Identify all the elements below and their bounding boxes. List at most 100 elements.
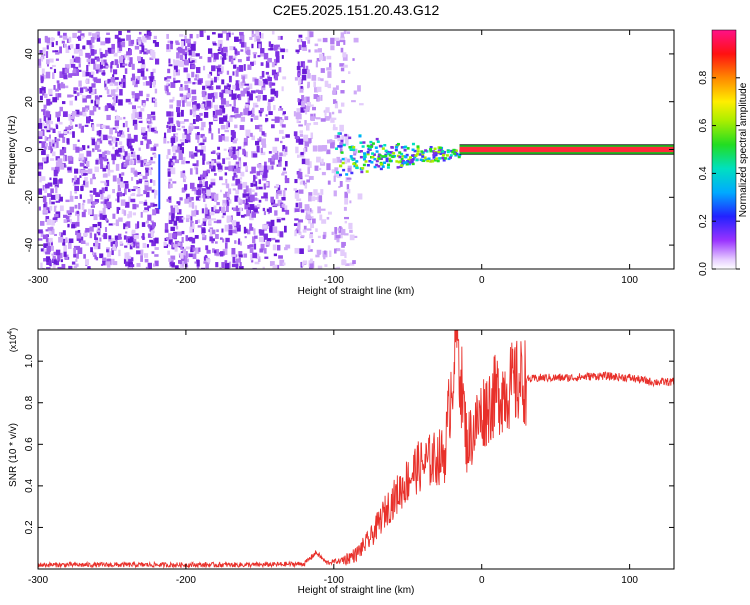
noise-cell [271,69,277,76]
noise-cell [191,237,196,244]
noise-cell [172,59,175,63]
noise-cell [87,208,93,215]
noise-cell [167,121,171,125]
noise-cell [137,37,142,43]
noise-cell [330,37,335,45]
noise-cell [183,184,188,190]
noise-cell [58,196,63,202]
noise-cell [214,241,218,244]
noise-cell [228,199,232,204]
noise-cell [239,125,245,130]
noise-cell [146,93,150,98]
noise-cell [112,240,117,246]
noise-cell [166,76,172,79]
noise-cell [254,197,258,201]
noise-cell [151,222,156,228]
noise-cell [132,79,136,86]
noise-cell [189,109,193,116]
noise-cell [94,255,97,260]
noise-cell [82,45,86,50]
noise-cell [279,105,282,109]
noise-cell [131,151,134,155]
transition-cell [446,150,450,154]
noise-cell [190,247,194,253]
noise-cell [280,140,283,144]
noise-cell [281,196,286,201]
noise-cell [105,80,109,84]
noise-cell [194,146,198,152]
noise-cell [41,148,46,156]
noise-cell [85,71,90,77]
noise-cell [250,182,254,187]
noise-cell [120,176,123,182]
noise-cell [294,247,299,254]
noise-cell [349,229,353,233]
noise-cell [196,189,202,195]
noise-cell [232,71,235,76]
transition-cell [375,159,379,163]
noise-cell [104,182,107,186]
noise-cell [221,262,225,268]
noise-cell [295,146,299,154]
transition-cell [383,161,387,164]
noise-cell [153,145,157,151]
noise-cell [170,255,176,260]
noise-cell [153,238,156,243]
noise-cell [106,151,111,155]
noise-cell [344,197,349,205]
noise-cell [224,260,228,264]
noise-cell [173,205,179,208]
transition-cell [337,132,341,135]
noise-cell [196,149,201,153]
noise-cell [294,208,300,212]
noise-cell [92,148,95,151]
noise-cell [228,55,233,62]
noise-cell [73,245,77,248]
noise-cell [146,139,152,145]
transition-cell [443,157,447,160]
noise-cell [184,46,188,51]
noise-cell [100,201,105,204]
transition-cell [368,146,372,150]
noise-cell [53,259,57,265]
noise-cell [127,145,133,149]
noise-cell [170,226,175,231]
noise-cell [184,59,189,66]
noise-cell [51,64,56,68]
noise-cell [95,99,100,105]
noise-cell [154,254,159,257]
noise-cell [181,236,184,243]
noise-cell [119,243,124,246]
noise-cell [104,150,109,155]
noise-cell [180,243,183,250]
noise-cell [85,171,89,175]
colorbar-tick-label: 0.2 [698,214,709,228]
noise-cell [175,225,179,230]
noise-cell [68,242,72,249]
colorbar-tick-label: 0.8 [698,70,709,84]
noise-cell [228,165,233,172]
noise-cell [138,201,143,204]
noise-cell [86,40,92,45]
noise-cell [113,89,118,93]
noise-cell [143,253,149,258]
noise-cell [300,261,303,268]
noise-cell [197,192,201,200]
noise-cell [326,163,331,171]
noise-cell [244,42,247,48]
noise-cell [206,186,211,192]
noise-cell [171,156,177,160]
noise-cell [87,198,93,204]
noise-cell [38,188,43,195]
noise-cell [303,97,307,103]
transition-cell [432,156,436,159]
noise-cell [76,232,82,239]
transition-cell [381,155,385,158]
noise-cell [317,48,322,53]
noise-cell [285,244,291,249]
noise-cell [58,194,61,198]
noise-cell [226,122,229,130]
noise-cell [349,200,352,204]
noise-cell [169,158,173,163]
noise-cell [196,268,200,269]
